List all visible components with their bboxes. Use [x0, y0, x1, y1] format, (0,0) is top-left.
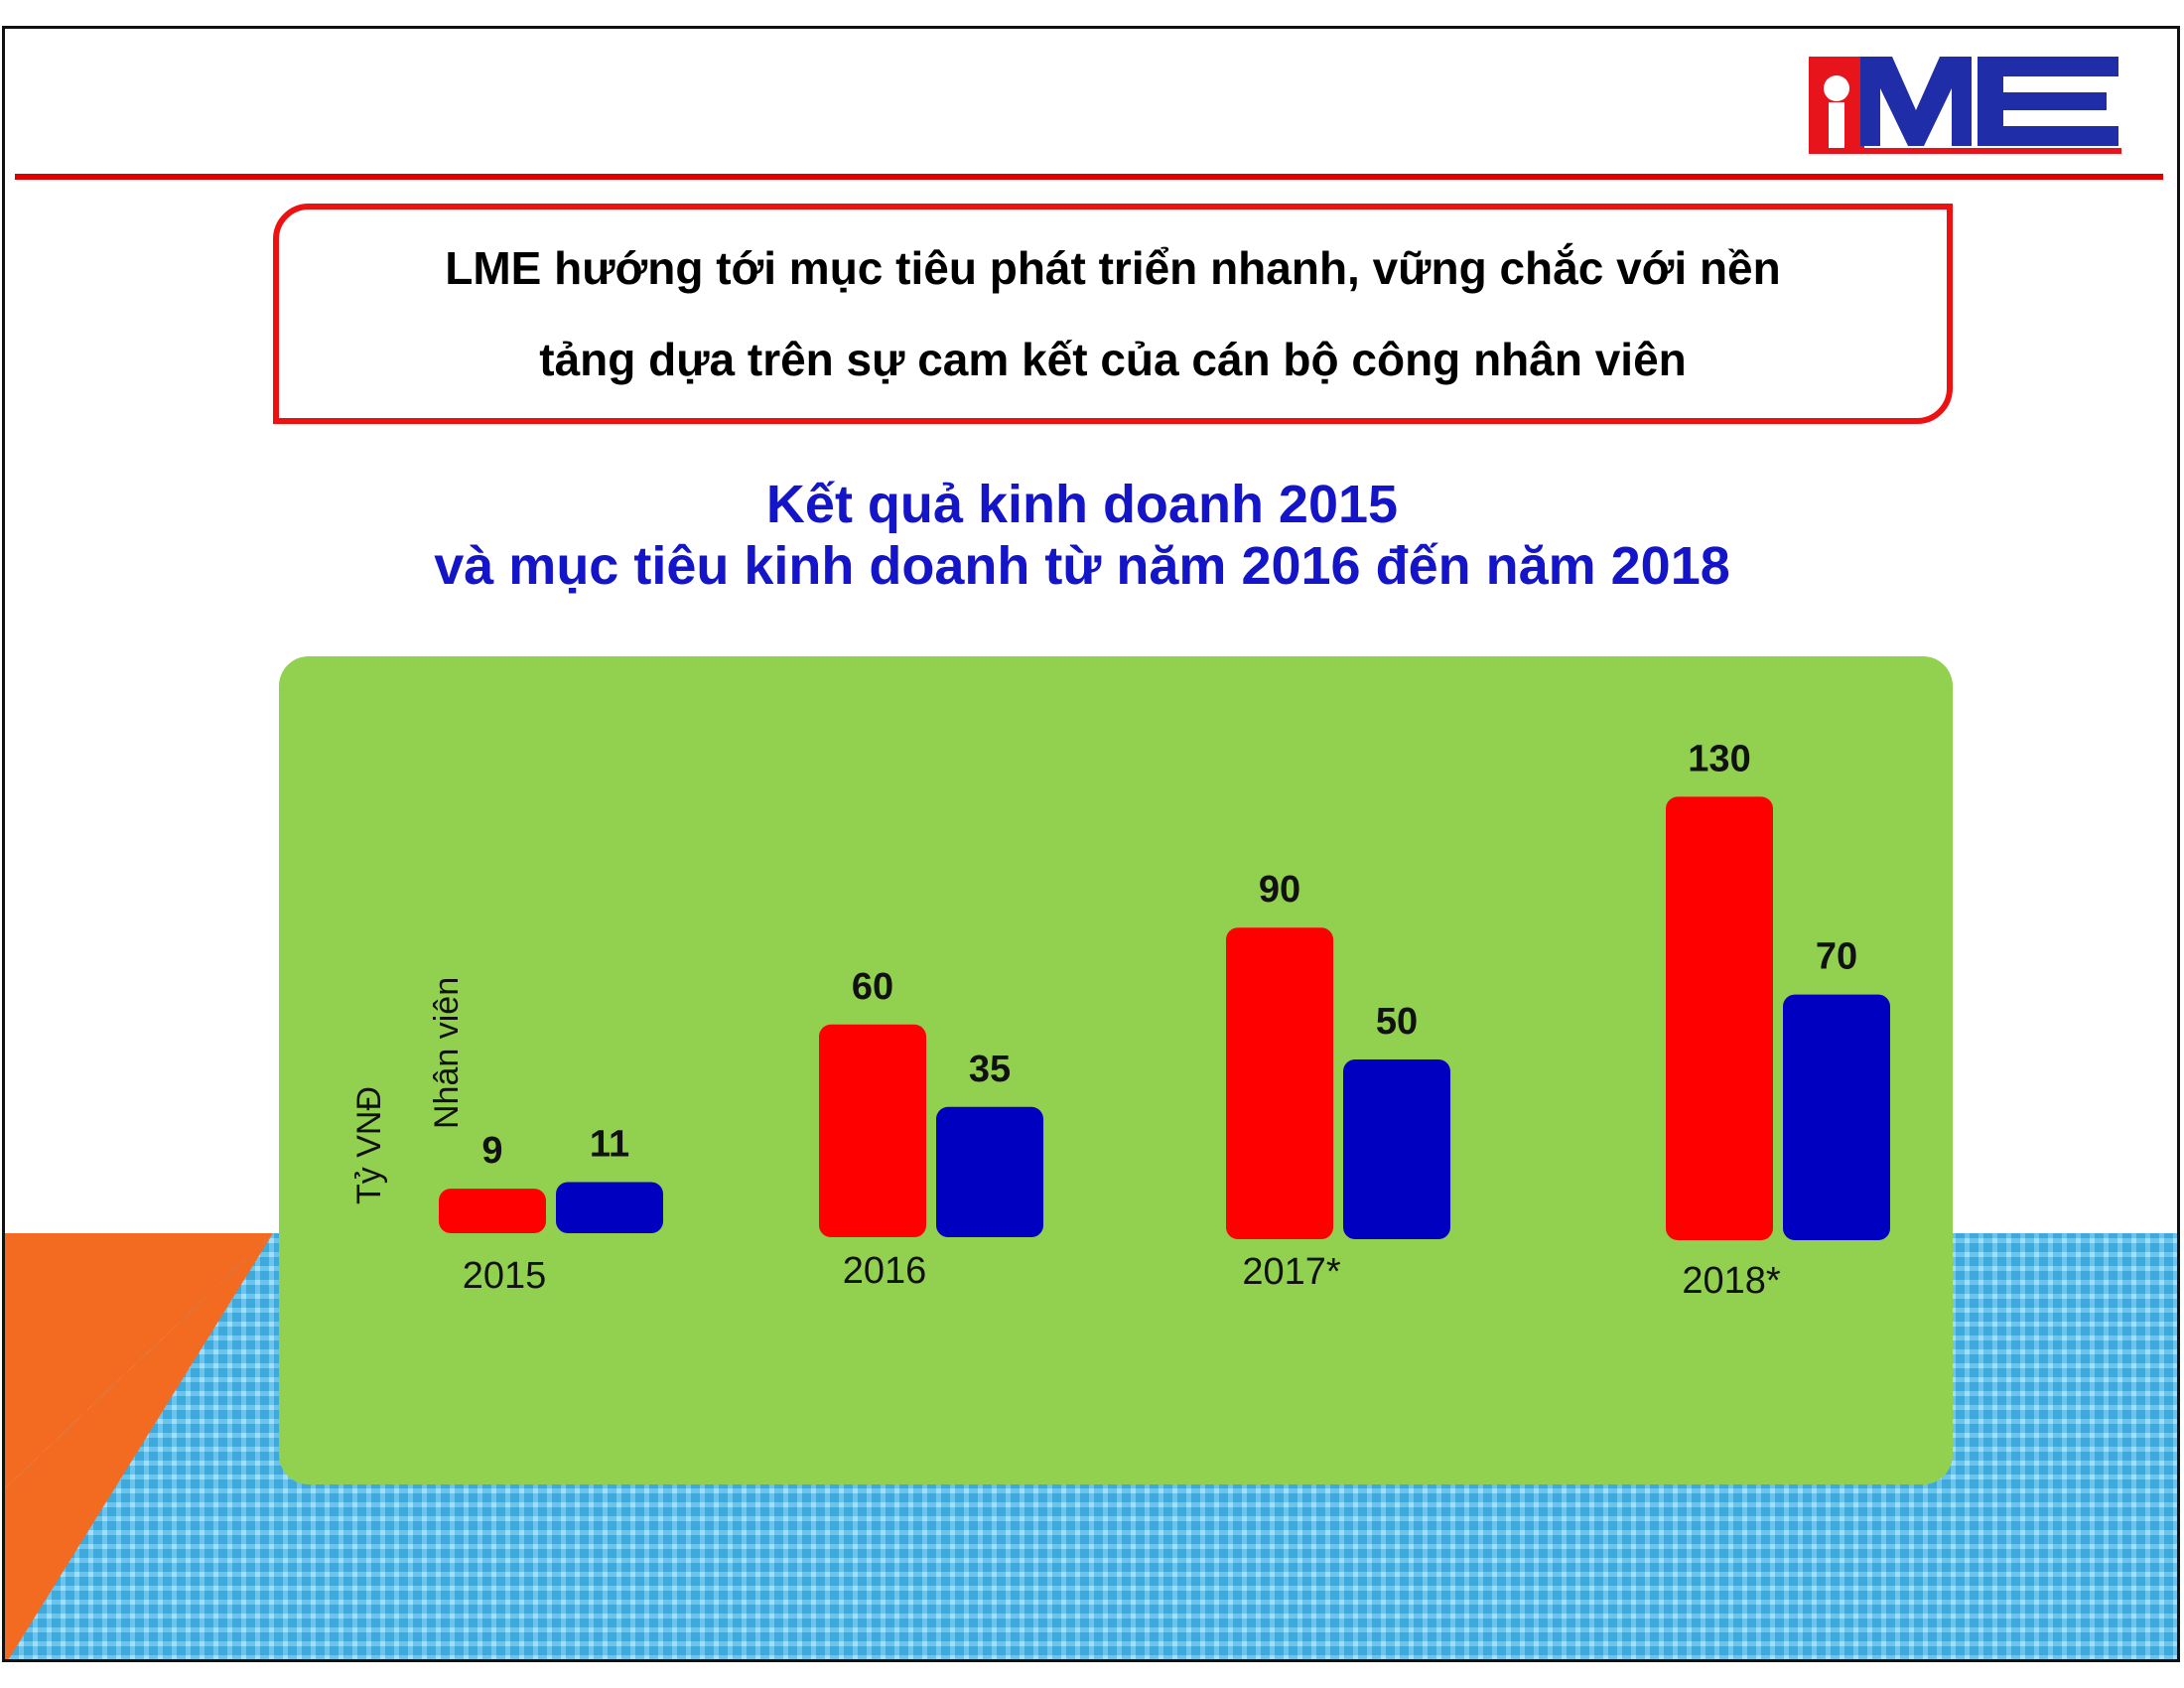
data-label-revenue-3: 130	[1688, 738, 1750, 779]
bar-chart: 9 11 2015 60 35 2016 90 50 2017* 130 70 2018* Tỷ VNĐ…	[350, 738, 1890, 1302]
data-label-staff-1: 35	[969, 1049, 1011, 1090]
bar-revenue-0	[439, 1189, 546, 1233]
mission-callout: LME hướng tới mục tiêu phát triển nhanh,…	[273, 204, 1953, 424]
data-label-revenue-2: 90	[1259, 869, 1300, 911]
bar-revenue-3	[1666, 796, 1773, 1240]
category-label-1: 2016	[843, 1250, 927, 1292]
lme-logo	[1809, 57, 2121, 154]
bar-staff-1	[936, 1106, 1043, 1237]
category-label-2: 2017*	[1242, 1251, 1341, 1293]
orange-wedge	[5, 1233, 273, 1659]
legend-label-revenue: Tỷ VNĐ	[350, 1086, 388, 1204]
slide-frame: LME hướng tới mục tiêu phát triển nhanh,…	[2, 26, 2180, 1662]
bar-revenue-1	[819, 1024, 926, 1237]
bar-staff-0	[556, 1182, 663, 1233]
callout-line-2: tảng dựa trên sự cam kết của cán bộ công…	[539, 334, 1687, 385]
bar-staff-3	[1783, 994, 1890, 1240]
chart-title-line-2: và mục tiêu kinh doanh từ năm 2016 đến n…	[434, 536, 1730, 596]
bar-revenue-2	[1226, 927, 1333, 1239]
category-label-0: 2015	[463, 1255, 547, 1297]
data-label-revenue-1: 60	[852, 966, 893, 1008]
data-label-staff-3: 70	[1816, 936, 1857, 978]
chart-title-line-1: Kết quả kinh doanh 2015	[765, 475, 1399, 534]
chart-title: Kết quả kinh doanh 2015 và mục tiêu kinh…	[204, 474, 1961, 597]
data-label-staff-0: 11	[590, 1123, 629, 1165]
legend-label-staff: Nhân viên	[428, 977, 466, 1129]
data-label-staff-2: 50	[1376, 1001, 1418, 1043]
data-label-revenue-0: 9	[481, 1130, 502, 1172]
callout-line-1: LME hướng tới mục tiêu phát triển nhanh,…	[445, 242, 1781, 294]
category-label-3: 2018*	[1682, 1260, 1781, 1302]
bar-staff-2	[1343, 1059, 1450, 1239]
header-red-line	[15, 174, 2163, 180]
